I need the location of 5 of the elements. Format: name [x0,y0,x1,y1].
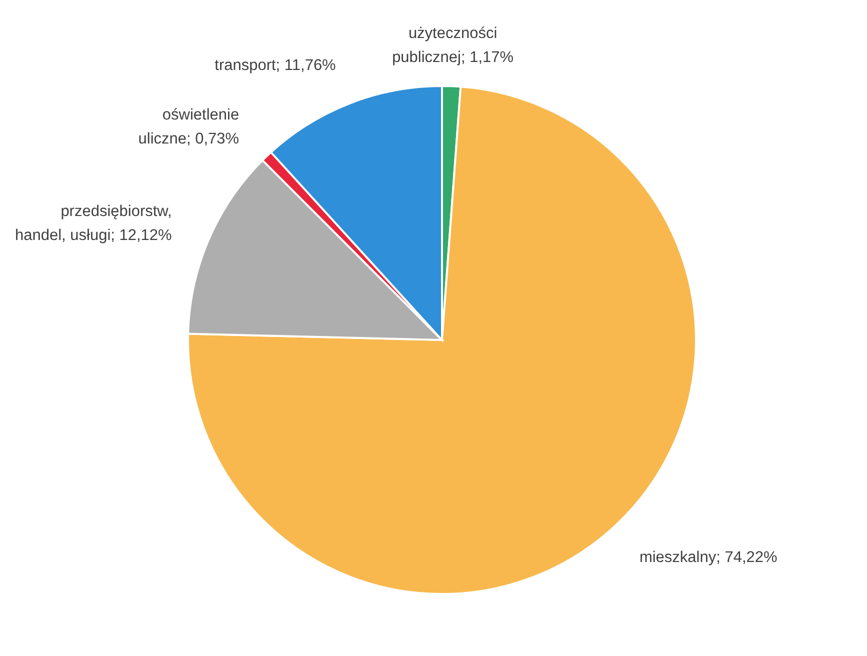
slice-label: oświetlenie uliczne; 0,73% [138,106,240,148]
slice-label: użyteczności publicznej; 1,17% [392,25,514,66]
slice-label: transport; 11,76% [214,56,336,74]
slice-label: przedsiębiorstw, handel, usługi; 12,12% [14,203,172,244]
slice-label: mieszkalny; 74,22% [639,548,778,566]
